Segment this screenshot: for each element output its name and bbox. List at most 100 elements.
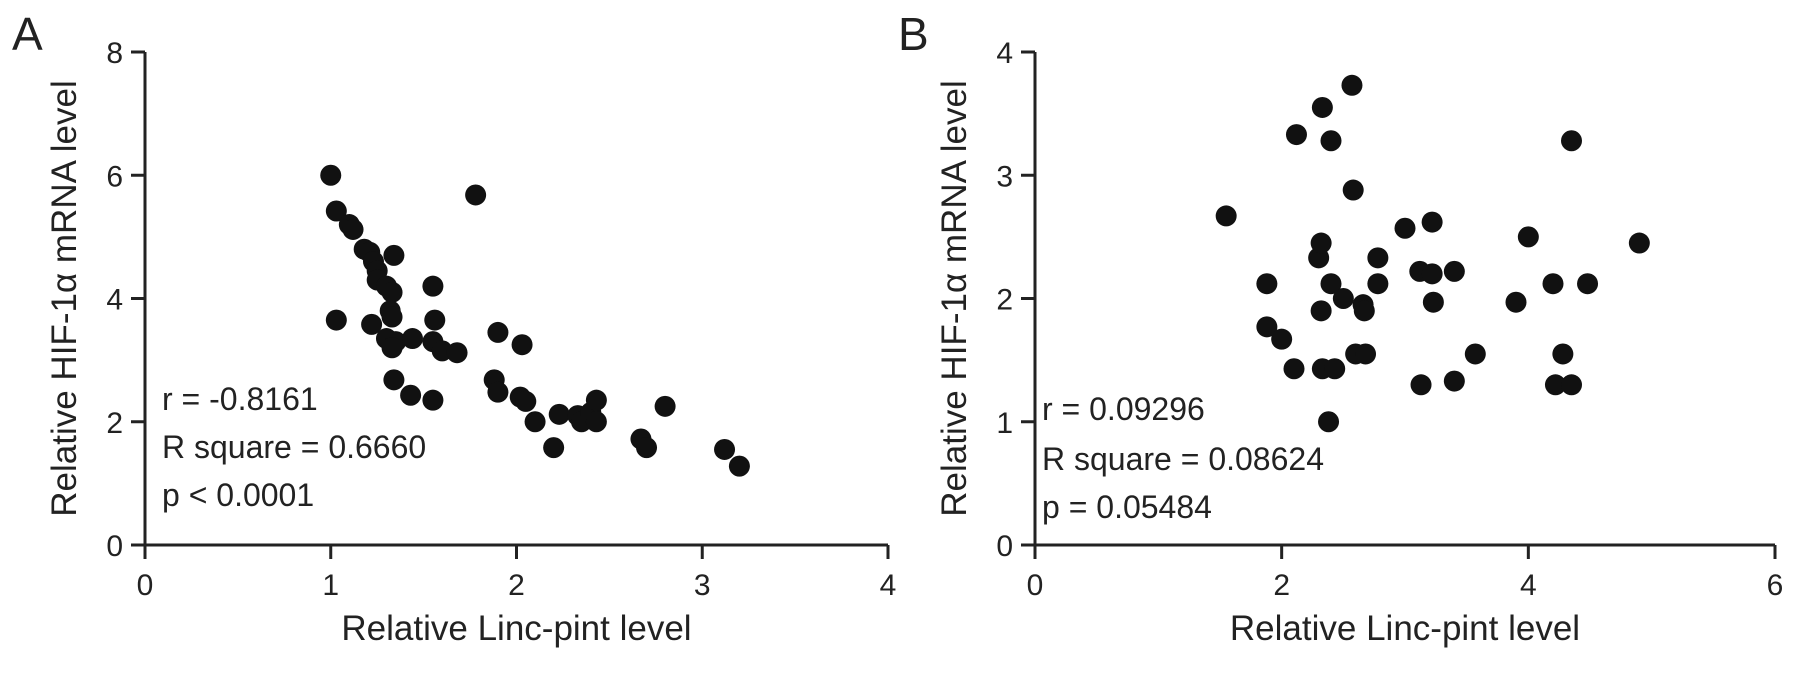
x-tick-label: 4 — [1520, 569, 1537, 602]
panel-letter: A — [12, 8, 43, 60]
data-point — [1353, 300, 1375, 322]
data-point — [1577, 273, 1599, 295]
data-point — [636, 437, 658, 459]
data-point — [325, 200, 347, 222]
data-point — [654, 395, 676, 417]
panel-letter: B — [898, 8, 929, 60]
y-tick-label: 2 — [106, 407, 123, 440]
data-point — [383, 369, 405, 391]
x-axis-label: Relative Linc-pint level — [1230, 609, 1580, 648]
data-point — [1341, 74, 1363, 96]
data-point — [383, 244, 405, 266]
data-point — [361, 313, 383, 335]
data-point — [728, 455, 750, 477]
stat-line: R square = 0.08624 — [1042, 441, 1324, 477]
stat-line: r = -0.8161 — [162, 381, 318, 417]
data-point — [325, 309, 347, 331]
data-point — [422, 275, 444, 297]
data-point — [465, 184, 487, 206]
data-point — [515, 390, 537, 412]
x-tick-label: 2 — [508, 569, 525, 602]
data-point — [1342, 179, 1364, 201]
data-point — [1324, 358, 1346, 380]
data-point — [548, 403, 570, 425]
data-point — [714, 438, 736, 460]
data-point — [1464, 343, 1486, 365]
data-point — [1310, 232, 1332, 254]
data-point — [1285, 124, 1307, 146]
data-point — [1394, 217, 1416, 239]
data-point — [487, 381, 509, 403]
data-point — [1443, 260, 1465, 282]
data-point — [1320, 130, 1342, 152]
y-tick-label: 1 — [996, 407, 1013, 440]
data-point — [1561, 374, 1582, 396]
data-point — [1410, 374, 1432, 396]
x-tick-label: 4 — [880, 569, 897, 602]
data-point — [1310, 300, 1332, 322]
data-point — [1542, 273, 1564, 295]
y-tick-label: 0 — [996, 530, 1013, 563]
data-point — [1283, 358, 1305, 380]
data-point — [446, 342, 468, 364]
y-axis-label: Relative HIF-1α mRNA level — [45, 80, 84, 516]
data-point — [511, 334, 533, 356]
data-point — [1421, 263, 1443, 285]
data-point — [342, 218, 364, 240]
data-point — [1443, 370, 1465, 392]
data-point — [1505, 291, 1527, 313]
y-tick-label: 3 — [996, 160, 1013, 193]
y-tick-label: 4 — [996, 37, 1013, 70]
y-tick-label: 2 — [996, 284, 1013, 317]
y-tick-label: 4 — [106, 284, 123, 317]
panel-a: A 0 1 2 3 4 0 2 4 6 8 Relative Linc-pint level Relat… — [12, 8, 896, 648]
data-point — [1544, 374, 1566, 396]
data-point — [1355, 343, 1377, 365]
data-point — [424, 309, 446, 331]
data-point — [381, 306, 403, 328]
x-tick-label: 6 — [1767, 569, 1784, 602]
y-tick-label: 6 — [106, 160, 123, 193]
data-point — [1215, 205, 1237, 227]
data-point — [1561, 130, 1582, 152]
x-tick-label: 0 — [1027, 569, 1044, 602]
data-point — [543, 437, 565, 459]
y-axis-label: Relative HIF-1α mRNA level — [935, 80, 974, 516]
data-point — [1332, 288, 1354, 309]
data-point — [401, 328, 423, 350]
data-point — [422, 389, 444, 411]
y-tick-label: 0 — [106, 530, 123, 563]
panel-b: B 0 2 4 6 0 1 2 3 4 Relative Linc-pint level Relati… — [898, 8, 1783, 648]
data-point — [1311, 96, 1333, 118]
data-point — [381, 281, 403, 303]
x-tick-label: 0 — [137, 569, 154, 602]
data-point — [1517, 226, 1539, 248]
data-point — [524, 411, 546, 433]
data-point — [1628, 232, 1650, 254]
data-point — [1422, 291, 1444, 313]
stat-line: R square = 0.6660 — [162, 429, 426, 465]
data-point — [1367, 247, 1389, 269]
data-point — [1256, 316, 1278, 338]
stat-line: r = 0.09296 — [1042, 391, 1205, 427]
x-tick-label: 2 — [1273, 569, 1290, 602]
x-tick-label: 3 — [694, 569, 711, 602]
data-point — [1552, 343, 1574, 365]
data-point — [1421, 211, 1443, 233]
data-point — [1320, 273, 1342, 295]
data-point — [585, 389, 607, 411]
data-point — [487, 321, 509, 343]
x-tick-label: 1 — [322, 569, 339, 602]
y-tick-label: 8 — [106, 37, 123, 70]
x-axis-label: Relative Linc-pint level — [341, 609, 691, 648]
data-point — [1367, 273, 1389, 295]
data-point — [1256, 273, 1278, 295]
stat-line: p = 0.05484 — [1042, 489, 1212, 525]
data-point — [400, 384, 422, 406]
data-point — [585, 411, 607, 433]
data-point — [1271, 328, 1293, 350]
stat-line: p < 0.0001 — [162, 477, 314, 513]
data-point — [381, 337, 403, 359]
data-point — [320, 164, 342, 186]
